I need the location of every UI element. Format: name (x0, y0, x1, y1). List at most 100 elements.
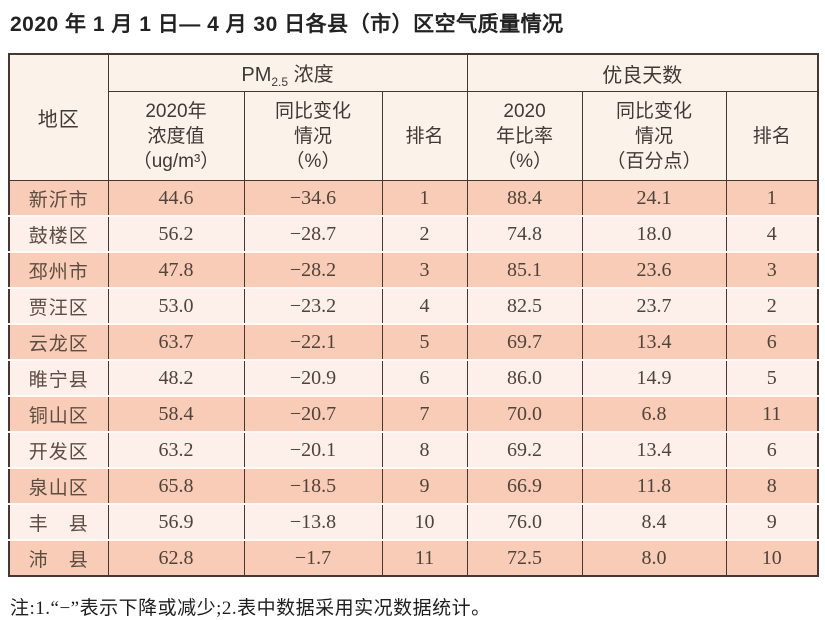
col-header-pm25-change: 同比变化 情况 （%） (243, 91, 383, 182)
footnote: 注:1.“−”表示下降或减少;2.表中数据采用实况数据统计。 (10, 598, 491, 620)
table-row: 新沂市 44.6 −34.6 1 88.4 24.1 1 (9, 180, 819, 217)
sub-header-row: 2020年 浓度值 （ug/m³） 同比变化 情况 （%） 排名 2020 年比… (9, 91, 819, 182)
col-header-good-rate: 2020 年比率 （%） (466, 91, 583, 182)
pm25-change-cell: −13.8 (243, 503, 382, 541)
region-cell: 丰 县 (9, 503, 108, 541)
good-rate-cell: 76.0 (466, 503, 583, 541)
pm25-value-cell: 62.8 (107, 539, 244, 577)
pm25-rank-cell: 2 (381, 215, 468, 253)
pm25-label-prefix: PM (241, 63, 272, 86)
good-rate-cell: 69.7 (466, 323, 583, 361)
good-rate-cell: 88.4 (466, 180, 583, 217)
pm25-change-cell: −28.7 (243, 215, 382, 253)
col-group-pm25: PM2.5 浓度 (107, 53, 468, 93)
good-rank-cell: 11 (725, 395, 819, 433)
col-header-region: 地区 (8, 53, 109, 182)
good-change-cell: 23.6 (581, 251, 727, 289)
page-title: 2020 年 1 月 1 日— 4 月 30 日各县（市）区空气质量情况 (10, 13, 564, 36)
region-cell: 铜山区 (9, 395, 108, 433)
pm25-value-cell: 47.8 (107, 251, 244, 289)
good-rate-cell: 69.2 (466, 431, 583, 469)
good-rate-cell: 74.8 (466, 215, 583, 253)
region-cell: 邳州市 (9, 251, 108, 289)
good-change-cell: 13.4 (581, 431, 727, 469)
good-change-cell: 18.0 (581, 215, 727, 253)
pm25-rank-cell: 8 (381, 431, 468, 469)
pm25-rank-cell: 10 (381, 503, 468, 541)
good-change-cell: 8.0 (581, 539, 727, 577)
pm25-rank-cell: 5 (381, 323, 468, 361)
pm25-rank-cell: 7 (381, 395, 468, 433)
region-cell: 睢宁县 (9, 359, 108, 397)
good-change-cell: 24.1 (581, 180, 727, 217)
pm25-change-cell: −23.2 (243, 287, 382, 325)
region-cell: 云龙区 (9, 323, 108, 361)
region-cell: 开发区 (9, 431, 108, 469)
good-rank-cell: 1 (725, 180, 819, 217)
table-row: 鼓楼区 56.2 −28.7 2 74.8 18.0 4 (9, 215, 819, 253)
pm25-value-cell: 65.8 (107, 467, 244, 505)
pm25-rank-cell: 11 (381, 539, 468, 577)
pm25-rank-cell: 6 (381, 359, 468, 397)
pm25-value-cell: 44.6 (107, 180, 244, 217)
table-row: 开发区 63.2 −20.1 8 69.2 13.4 6 (9, 431, 819, 469)
pm25-change-cell: −34.6 (243, 180, 382, 217)
good-change-cell: 14.9 (581, 359, 727, 397)
pm25-rank-cell: 4 (381, 287, 468, 325)
table-row: 云龙区 63.7 −22.1 5 69.7 13.4 6 (9, 323, 819, 361)
region-cell: 新沂市 (9, 180, 108, 217)
pm25-change-cell: −20.7 (243, 395, 382, 433)
pm25-value-cell: 63.7 (107, 323, 244, 361)
good-rate-cell: 86.0 (466, 359, 583, 397)
pm25-value-cell: 53.0 (107, 287, 244, 325)
region-cell: 鼓楼区 (9, 215, 108, 253)
pm25-change-cell: −18.5 (243, 467, 382, 505)
table-row: 丰 县 56.9 −13.8 10 76.0 8.4 9 (9, 503, 819, 541)
table-row: 沛 县 62.8 −1.7 11 72.5 8.0 10 (9, 539, 819, 577)
table-row: 铜山区 58.4 −20.7 7 70.0 6.8 11 (9, 395, 819, 433)
pm25-change-cell: −20.1 (243, 431, 382, 469)
col-header-good-rank: 排名 (725, 91, 819, 182)
pm25-rank-cell: 3 (381, 251, 468, 289)
table-row: 泉山区 65.8 −18.5 9 66.9 11.8 8 (9, 467, 819, 505)
good-rank-cell: 10 (725, 539, 819, 577)
col-header-good-change: 同比变化 情况 （百分点） (581, 91, 727, 182)
good-rank-cell: 8 (725, 467, 819, 505)
good-rank-cell: 5 (725, 359, 819, 397)
col-header-pm25-rank: 排名 (381, 91, 468, 182)
good-change-cell: 11.8 (581, 467, 727, 505)
air-quality-table: 地区 PM2.5 浓度 优良天数 2020年 浓度值 （ug/m³） 同比变化 … (8, 53, 820, 578)
pm25-change-cell: −22.1 (243, 323, 382, 361)
pm25-rank-cell: 1 (381, 180, 468, 217)
good-rate-cell: 85.1 (466, 251, 583, 289)
table-row: 邳州市 47.8 −28.2 3 85.1 23.6 3 (9, 251, 819, 289)
col-group-good-days: 优良天数 (466, 53, 819, 93)
pm25-label-subscript: 2.5 (271, 74, 289, 89)
pm25-change-cell: −20.9 (243, 359, 382, 397)
good-rank-cell: 3 (725, 251, 819, 289)
good-rank-cell: 9 (725, 503, 819, 541)
good-rate-cell: 66.9 (466, 467, 583, 505)
good-rank-cell: 4 (725, 215, 819, 253)
group-header-row: 地区 PM2.5 浓度 优良天数 (8, 53, 819, 182)
col-header-pm25-value: 2020年 浓度值 （ug/m³） (107, 91, 245, 182)
table-row: 贾汪区 53.0 −23.2 4 82.5 23.7 2 (9, 287, 819, 325)
region-cell: 泉山区 (9, 467, 108, 505)
good-rank-cell: 6 (725, 323, 819, 361)
pm25-change-cell: −28.2 (243, 251, 382, 289)
good-change-cell: 8.4 (581, 503, 727, 541)
good-rate-cell: 72.5 (466, 539, 583, 577)
good-change-cell: 6.8 (581, 395, 727, 433)
pm25-value-cell: 56.9 (107, 503, 244, 541)
pm25-rank-cell: 9 (381, 467, 468, 505)
good-rate-cell: 82.5 (466, 287, 583, 325)
region-cell: 贾汪区 (9, 287, 108, 325)
table-row: 睢宁县 48.2 −20.9 6 86.0 14.9 5 (9, 359, 819, 397)
table-body: 新沂市 44.6 −34.6 1 88.4 24.1 1 鼓楼区 56.2 −2… (9, 180, 819, 577)
good-change-cell: 13.4 (581, 323, 727, 361)
pm25-change-cell: −1.7 (243, 539, 382, 577)
pm25-value-cell: 58.4 (107, 395, 244, 433)
table-header: 地区 PM2.5 浓度 优良天数 2020年 浓度值 （ug/m³） 同比变化 … (8, 53, 819, 182)
pm25-value-cell: 56.2 (107, 215, 244, 253)
